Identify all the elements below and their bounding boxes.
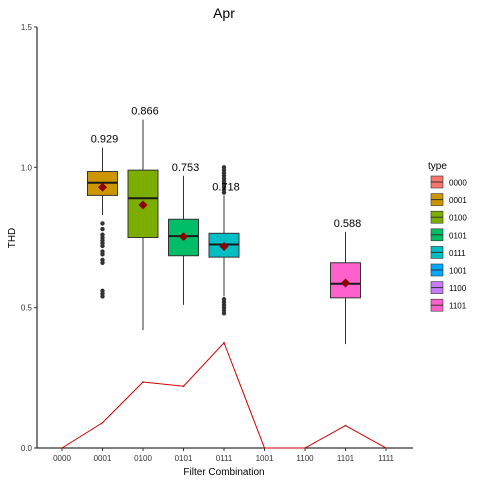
box-outlier xyxy=(100,294,105,299)
legend-label: 0000 xyxy=(449,179,467,188)
box-mean-marker xyxy=(219,241,229,251)
overlay-line-point xyxy=(142,381,144,383)
legend-label: 1100 xyxy=(449,284,467,293)
box-outlier xyxy=(100,252,105,257)
overlay-line-point xyxy=(304,447,306,449)
plot-area: 0.0 0.5 1.0 1.5 0000 0001 0100 0101 0111 1001 1100… xyxy=(21,23,413,463)
x-tick-label: 0001 xyxy=(94,454,112,463)
legend-label: 1001 xyxy=(449,267,467,276)
box-mean-label: 0.929 xyxy=(91,134,119,146)
box-outlier xyxy=(100,221,105,226)
x-tick-label: 0100 xyxy=(134,454,152,463)
x-tick-label: 1001 xyxy=(256,454,274,463)
overlay-line xyxy=(61,341,387,449)
box-outlier xyxy=(100,226,105,232)
x-tick-label: 0111 xyxy=(216,454,233,463)
box-mean-marker xyxy=(98,182,107,192)
box-mean-marker xyxy=(341,278,350,288)
box-mean-label: 0.718 xyxy=(212,181,240,193)
box-mean-marker xyxy=(138,200,148,210)
legend: type 0000 0001 0100 0101 0111 1001 1100 1101 xyxy=(428,161,467,312)
y-tick-label: 1.5 xyxy=(21,23,33,32)
chart-title: Apr xyxy=(213,5,235,21)
box-outlier xyxy=(100,243,105,249)
legend-label: 0001 xyxy=(449,196,467,205)
legend-label: 0111 xyxy=(449,249,466,258)
legend-label: 1101 xyxy=(449,302,467,311)
x-tick-label: 0000 xyxy=(53,454,71,463)
overlay-line-point xyxy=(385,447,387,449)
overlay-line-point xyxy=(223,341,225,344)
box-outlier xyxy=(100,260,105,265)
box-mean-label: 0.588 xyxy=(334,218,362,230)
y-tick-label: 0.5 xyxy=(21,304,33,313)
x-tick-label: 0101 xyxy=(175,454,193,463)
overlay-line-point xyxy=(61,447,63,449)
overlay-line-point xyxy=(182,385,185,388)
legend-title: type xyxy=(428,161,447,172)
y-tick-label: 1.0 xyxy=(21,163,33,172)
overlay-line-point xyxy=(263,447,266,449)
y-axis-label: THD xyxy=(7,228,18,249)
x-tick-label: 1100 xyxy=(296,454,314,463)
box-mean-label: 0.753 xyxy=(172,162,200,174)
x-axis-label: Filter Combination xyxy=(183,467,264,478)
overlay-line-point xyxy=(101,421,104,424)
legend-label: 0101 xyxy=(449,231,467,240)
x-tick-label: 1101 xyxy=(337,454,355,463)
box-outlier xyxy=(221,190,227,195)
overlay-line-point xyxy=(344,424,347,427)
box-mean-marker xyxy=(179,232,188,242)
y-tick-label: 0.0 xyxy=(21,444,33,453)
box-outlier xyxy=(221,311,227,316)
box-mean-label: 0.866 xyxy=(131,106,159,118)
legend-label: 0100 xyxy=(449,214,467,223)
x-tick-label: 1111 xyxy=(378,454,395,463)
